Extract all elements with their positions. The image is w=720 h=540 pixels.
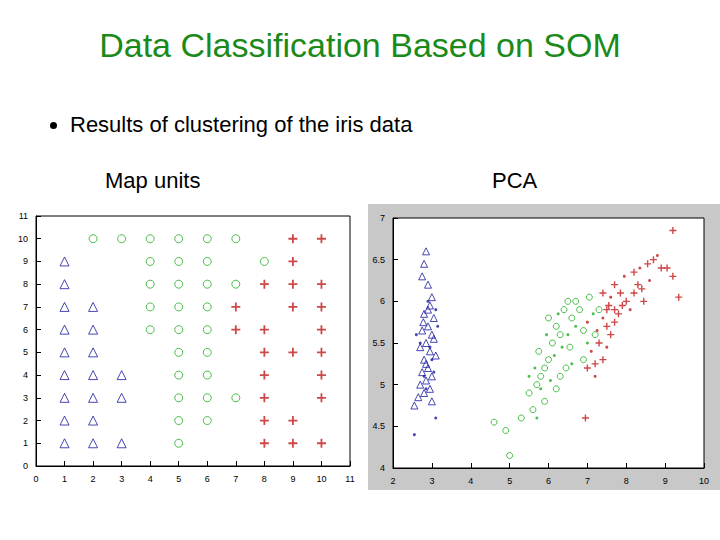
svg-text:4: 4 (148, 474, 153, 484)
svg-text:2: 2 (390, 476, 395, 486)
svg-text:4.5: 4.5 (372, 421, 385, 431)
svg-text:10: 10 (316, 474, 326, 484)
svg-text:1: 1 (23, 438, 28, 448)
svg-text:7: 7 (380, 213, 385, 223)
svg-text:2: 2 (91, 474, 96, 484)
html-text:Data Classification Based on S: Data Classification Based on SOM (99, 26, 621, 64)
svg-text:0: 0 (23, 461, 28, 471)
svg-text:4: 4 (23, 370, 28, 380)
svg-text:11: 11 (19, 211, 28, 221)
svg-text:6.5: 6.5 (372, 255, 385, 265)
svg-text:6: 6 (380, 296, 385, 306)
svg-text:8: 8 (23, 279, 28, 289)
svg-text:5: 5 (380, 380, 385, 390)
html-text:Map units: Map units (105, 168, 201, 193)
svg-text:8: 8 (262, 474, 267, 484)
svg-text:3: 3 (429, 476, 434, 486)
svg-text:5.5: 5.5 (372, 338, 385, 348)
svg-text:9: 9 (663, 476, 668, 486)
svg-text:4: 4 (468, 476, 473, 486)
svg-text:7: 7 (585, 476, 590, 486)
svg-text:2: 2 (23, 416, 28, 426)
svg-text:4: 4 (380, 463, 385, 473)
svg-text:9: 9 (23, 256, 28, 266)
svg-text:3: 3 (23, 393, 28, 403)
svg-text:5: 5 (176, 474, 181, 484)
svg-text:10: 10 (699, 476, 709, 486)
html-text:Results of clustering of the i: Results of clustering of the iris data (70, 112, 413, 137)
svg-text:11: 11 (345, 474, 354, 484)
html-text:PCA: PCA (492, 168, 538, 193)
svg-text:5: 5 (507, 476, 512, 486)
svg-text:1: 1 (62, 474, 67, 484)
svg-text:5: 5 (23, 347, 28, 357)
svg-text:6: 6 (205, 474, 210, 484)
svg-text:3: 3 (119, 474, 124, 484)
svg-text:0: 0 (33, 474, 38, 484)
svg-text:6: 6 (23, 325, 28, 335)
svg-text:10: 10 (18, 234, 28, 244)
svg-text:9: 9 (290, 474, 295, 484)
svg-text:7: 7 (23, 302, 28, 312)
svg-text:7: 7 (233, 474, 238, 484)
svg-text:6: 6 (546, 476, 551, 486)
svg-text:8: 8 (624, 476, 629, 486)
